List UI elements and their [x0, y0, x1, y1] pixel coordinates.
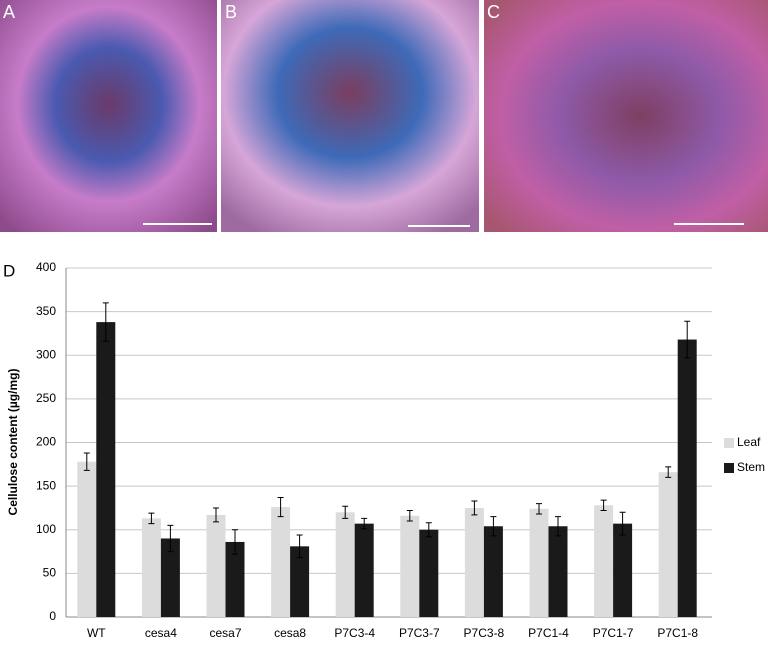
y-tick-label: 150 [36, 478, 56, 492]
error-bar [102, 302, 109, 342]
y-tick-label: 350 [36, 304, 56, 318]
bar [483, 526, 503, 617]
y-tick-label: 200 [36, 435, 56, 449]
error-bar [619, 511, 626, 536]
error-bar [277, 496, 284, 518]
error-bar [167, 524, 174, 553]
micrograph-a [0, 0, 217, 232]
bar [271, 507, 291, 617]
x-tick-label: P7C3-7 [399, 626, 440, 640]
y-tick-label: 300 [36, 347, 56, 361]
error-bar [406, 510, 413, 522]
bar [225, 541, 245, 617]
x-tick-label: cesa4 [145, 626, 177, 640]
y-tick-label: 400 [36, 260, 56, 274]
y-tick-label: 100 [36, 522, 56, 536]
legend-label: Stem [737, 460, 765, 474]
error-bar [600, 499, 607, 512]
error-bar [684, 320, 691, 359]
x-tick-label: P7C1-8 [657, 626, 698, 640]
bar [529, 508, 549, 617]
bar [613, 523, 633, 617]
y-axis-label: Cellulose content (µg/mg) [6, 369, 20, 516]
panel-label: C [487, 2, 500, 22]
bar [354, 523, 374, 617]
legend-swatch [724, 463, 734, 473]
bar [206, 514, 226, 617]
error-bar [232, 529, 238, 555]
x-tick-label: P7C3-4 [334, 626, 375, 640]
y-tick-label: 250 [36, 391, 56, 405]
bar [419, 529, 439, 617]
panel-label: B [225, 2, 237, 22]
bar [335, 512, 355, 617]
error-bar [665, 466, 672, 478]
error-bar [490, 516, 497, 537]
bar [464, 507, 484, 617]
bar [400, 515, 420, 617]
micrographs: A B C [0, 0, 768, 232]
legend-swatch [724, 438, 734, 448]
x-tick-label: P7C3-8 [464, 626, 505, 640]
bar [658, 472, 678, 617]
x-tick-label: P7C1-7 [593, 626, 634, 640]
x-tick-label: cesa7 [209, 626, 241, 640]
bar [160, 538, 180, 617]
error-bar [83, 452, 90, 471]
y-tick-label: 0 [49, 609, 56, 623]
bar [594, 505, 614, 617]
micrograph-b [221, 0, 479, 232]
error-bar [555, 516, 561, 537]
error-bar [148, 512, 155, 525]
bar [141, 518, 161, 617]
micrograph-c [484, 0, 768, 232]
error-bar [361, 517, 368, 530]
bar [77, 461, 97, 617]
panel-label: D [3, 261, 15, 280]
bar [548, 526, 568, 617]
x-tick-label: WT [87, 626, 106, 640]
error-bar [536, 503, 542, 515]
bar [290, 546, 310, 617]
error-bar [296, 534, 303, 559]
error-bar [342, 505, 349, 519]
x-tick-label: cesa8 [274, 626, 306, 640]
error-bar [471, 500, 478, 516]
y-tick-label: 50 [43, 566, 57, 580]
error-bar [425, 522, 432, 538]
error-bar [213, 507, 219, 523]
legend-label: Leaf [737, 435, 761, 449]
panel-label: A [3, 2, 15, 22]
x-tick-label: P7C1-4 [528, 626, 569, 640]
bar [96, 322, 116, 617]
bar [677, 339, 697, 617]
